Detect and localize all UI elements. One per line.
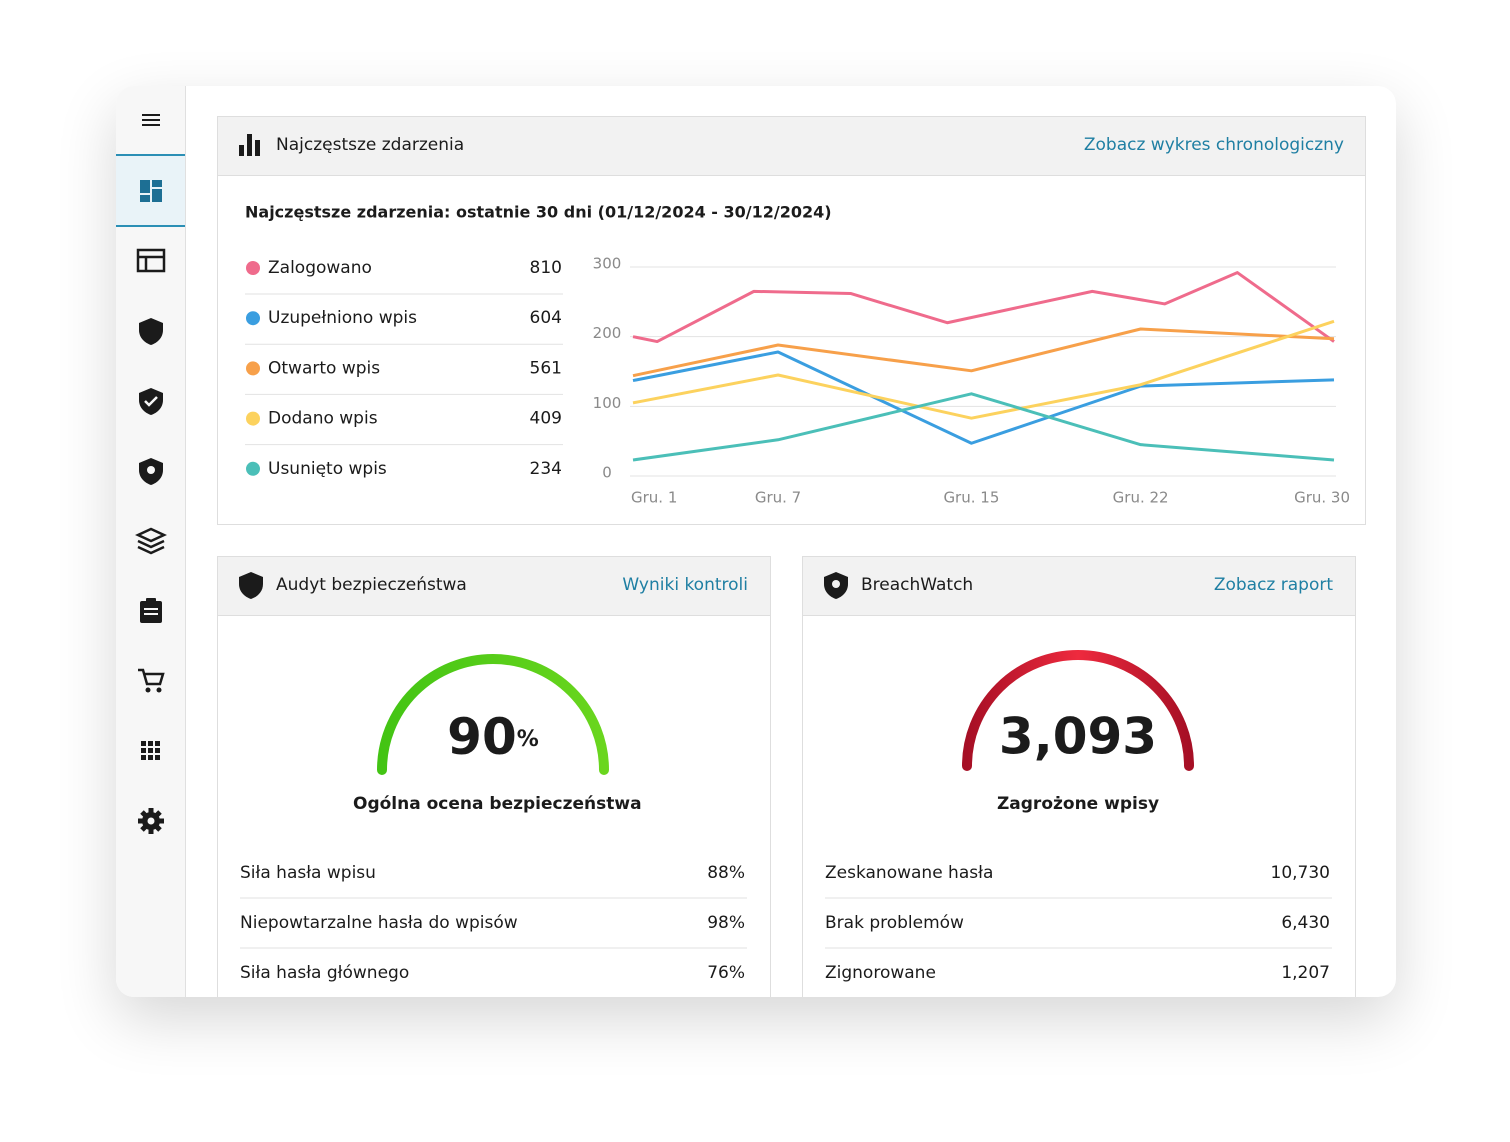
check-mark bbox=[144, 396, 158, 407]
apps-icon[interactable] bbox=[141, 741, 160, 760]
row-label: Zignorowane bbox=[825, 963, 936, 983]
legend-dot bbox=[246, 361, 260, 376]
score-value: 90% bbox=[447, 708, 539, 766]
y-tick-label: 300 bbox=[593, 255, 622, 273]
legend-dot bbox=[246, 411, 260, 426]
series-line bbox=[632, 350, 1335, 445]
report-icon[interactable] bbox=[140, 598, 162, 623]
row-value: 98% bbox=[707, 913, 745, 933]
score-unit: % bbox=[517, 727, 539, 752]
dashboard-card: Najczęstsze zdarzenia Zobacz wykres chro… bbox=[116, 86, 1396, 997]
row-label: Siła hasła głównego bbox=[240, 963, 409, 983]
panel-link[interactable]: Wyniki kontroli bbox=[622, 575, 748, 595]
audit-panel: Audyt bezpieczeństwa Wyniki kontroli Ogó… bbox=[217, 556, 771, 997]
chart-title: Najczęstsze zdarzenia: ostatnie 30 dni (… bbox=[245, 203, 832, 222]
series-line bbox=[632, 319, 1335, 420]
legend-total: 561 bbox=[530, 358, 562, 378]
active-item[interactable] bbox=[116, 155, 185, 226]
row-label: Niepowtarzalne hasła do wpisów bbox=[240, 913, 518, 933]
row-label: Zeskanowane hasła bbox=[825, 863, 993, 883]
breach-label: Zagrożone wpisy bbox=[997, 794, 1159, 814]
x-tick-label: Gru. 1 bbox=[631, 489, 677, 507]
y-tick-label: 200 bbox=[593, 324, 622, 342]
row-label: Siła hasła wpisu bbox=[240, 863, 376, 883]
legend-total: 604 bbox=[530, 308, 562, 328]
row-value: 88% bbox=[707, 863, 745, 883]
series-line bbox=[632, 327, 1335, 378]
bars-icon bbox=[239, 134, 260, 156]
panel-frame bbox=[217, 116, 1366, 525]
dashboard-icon[interactable] bbox=[140, 180, 162, 202]
panel-header bbox=[218, 117, 1365, 175]
panel-title: Audyt bezpieczeństwa bbox=[276, 575, 467, 595]
legend-label: Zalogowano bbox=[268, 258, 372, 278]
legend-dot bbox=[246, 261, 260, 275]
legend-total: 409 bbox=[530, 409, 562, 429]
series-line bbox=[632, 392, 1335, 462]
dashboard: Najczęstsze zdarzenia Zobacz wykres chro… bbox=[116, 86, 1366, 997]
breach-count: 3,093 bbox=[999, 708, 1157, 766]
y-tick-label: 100 bbox=[593, 394, 622, 412]
sidebar-icons bbox=[116, 114, 185, 834]
cart-icon[interactable] bbox=[138, 668, 165, 693]
legend-label: Otwarto wpis bbox=[268, 358, 380, 378]
legend-label: Usunięto wpis bbox=[268, 459, 387, 479]
legend-label: Uzupełniono wpis bbox=[268, 308, 417, 328]
panel-header bbox=[218, 557, 770, 615]
x-tick-label: Gru. 7 bbox=[755, 489, 801, 507]
legend-dot bbox=[246, 311, 260, 326]
panel-header bbox=[803, 557, 1355, 615]
score-label: Ogólna ocena bezpieczeństwa bbox=[353, 794, 642, 814]
audit-icon[interactable] bbox=[139, 318, 163, 345]
legend-total: 234 bbox=[530, 459, 562, 479]
row-value: 76% bbox=[707, 963, 745, 983]
y-tick-label: 0 bbox=[602, 464, 612, 482]
panel-title: Najczęstsze zdarzenia bbox=[276, 135, 464, 155]
vault-icon[interactable] bbox=[136, 248, 166, 273]
menu-icon[interactable] bbox=[142, 114, 160, 126]
row-value: 6,430 bbox=[1281, 913, 1330, 933]
score-number: 90 bbox=[447, 708, 517, 766]
breach-eye bbox=[147, 466, 155, 474]
breach-panel: BreachWatch Zobacz raport 3,093 Zagrożon… bbox=[802, 556, 1356, 997]
row-value: 10,730 bbox=[1271, 863, 1330, 883]
panel-frame bbox=[802, 556, 1356, 997]
panel-link[interactable]: Zobacz wykres chronologiczny bbox=[1084, 135, 1344, 155]
legend-dot bbox=[246, 461, 260, 476]
row-value: 1,207 bbox=[1281, 963, 1330, 983]
x-tick-label: Gru. 22 bbox=[1113, 489, 1169, 507]
x-tick-label: Gru. 15 bbox=[943, 489, 999, 507]
panel-link[interactable]: Zobacz raport bbox=[1214, 575, 1334, 595]
events-panel: Najczęstsze zdarzenia Zobacz wykres chro… bbox=[217, 116, 1366, 525]
x-tick-label: Gru. 30 bbox=[1294, 489, 1350, 507]
panel-title: BreachWatch bbox=[861, 575, 973, 595]
audit-icon bbox=[239, 572, 263, 599]
score-gauge bbox=[377, 654, 609, 775]
legend-label: Dodano wpis bbox=[268, 409, 378, 429]
panel-frame bbox=[217, 556, 771, 997]
breach-eye bbox=[832, 580, 840, 588]
layers-icon[interactable] bbox=[135, 527, 167, 555]
series-line bbox=[632, 271, 1335, 344]
legend-total: 810 bbox=[530, 258, 562, 278]
settings-icon[interactable] bbox=[138, 808, 164, 834]
breach-gauge bbox=[962, 650, 1194, 771]
row-label: Brak problemów bbox=[825, 913, 964, 933]
